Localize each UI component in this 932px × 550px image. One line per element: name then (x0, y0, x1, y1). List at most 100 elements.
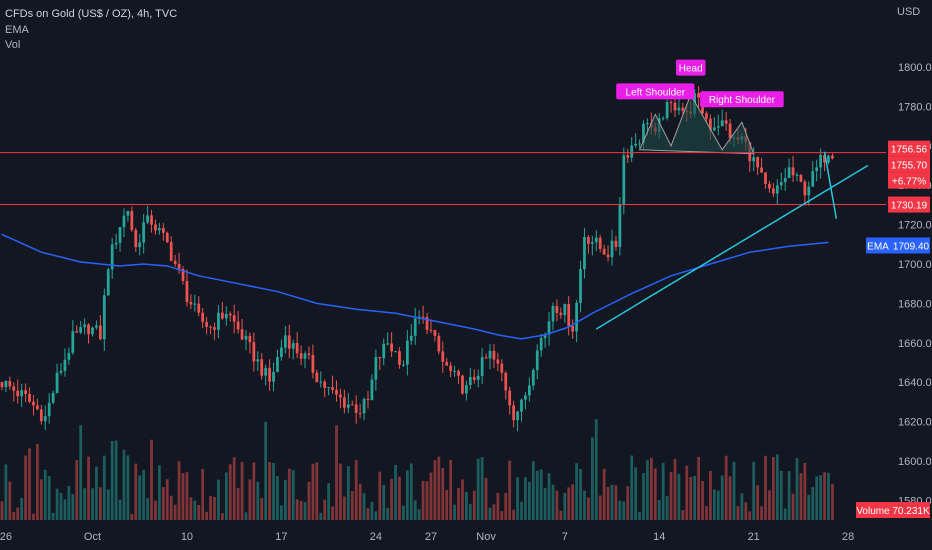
volume-bar (598, 495, 602, 520)
volume-bars (0, 419, 834, 520)
head-and-shoulders-pattern: Left Shoulder Head Right Shoulder (616, 59, 784, 155)
volume-bar (543, 488, 547, 520)
volume-bar (138, 475, 142, 520)
candle (248, 335, 252, 343)
volume-bar (535, 470, 539, 520)
volume-bar (299, 500, 303, 520)
volume-bar (815, 476, 819, 520)
volume-bar (386, 507, 390, 520)
candle (83, 324, 86, 328)
price-tick: 1780.00 (898, 101, 932, 113)
price-tick: 1700.00 (898, 259, 932, 271)
candle (449, 365, 453, 372)
volume-bar (638, 512, 641, 520)
candle (95, 325, 98, 328)
candle (527, 385, 531, 396)
candle (819, 155, 822, 168)
candle (563, 304, 567, 316)
candle (71, 331, 75, 353)
candle (59, 370, 63, 373)
volume-bar (102, 455, 106, 520)
candle (480, 357, 484, 376)
candle (205, 322, 209, 327)
volume-bar (232, 457, 236, 520)
volume-bar (32, 513, 35, 520)
volume-bar (673, 458, 677, 520)
candle (142, 222, 146, 243)
candle (590, 242, 594, 244)
candle (496, 359, 500, 364)
volume-bar (516, 477, 519, 520)
candle (291, 343, 295, 349)
candle (437, 335, 441, 352)
last-price-tag-box (888, 156, 930, 173)
trendline[interactable] (595, 164, 869, 330)
candle (618, 204, 622, 247)
volume-bar (583, 490, 586, 520)
candle (362, 398, 366, 414)
time-axis[interactable]: 26 Oct 10 17 24 27 Nov 7 14 21 28 (0, 531, 854, 543)
candle (331, 387, 334, 390)
candle (177, 264, 181, 269)
candle (433, 330, 437, 336)
candle (75, 331, 79, 333)
candle (669, 102, 673, 104)
volume-bar (480, 457, 484, 520)
volume-bar (677, 473, 681, 520)
candle (516, 411, 519, 421)
volume-indicator-label[interactable]: Vol (5, 39, 21, 51)
candle (594, 237, 598, 243)
volume-bar (712, 489, 716, 520)
volume-bar (122, 449, 126, 520)
volume-bar (224, 472, 228, 520)
candle (705, 113, 708, 119)
candle (150, 215, 153, 225)
volume-bar (539, 469, 543, 520)
candle (772, 188, 775, 194)
volume-bar (547, 473, 551, 520)
candle (138, 242, 142, 248)
candle (646, 123, 649, 125)
candle (36, 405, 39, 410)
candle (232, 315, 236, 322)
candle (425, 317, 429, 330)
candle (51, 392, 55, 403)
volume-bar (484, 478, 488, 520)
candle (815, 167, 819, 172)
candle (764, 172, 767, 184)
volume-bar (728, 476, 732, 520)
volume-bar (130, 513, 134, 520)
ema-indicator-label[interactable]: EMA (5, 24, 29, 36)
candle (386, 343, 390, 345)
volume-bar (716, 490, 720, 520)
candle (728, 123, 732, 139)
candle (0, 382, 4, 388)
candle (16, 390, 20, 397)
candle (67, 352, 71, 360)
candle (500, 363, 504, 373)
candle (287, 335, 291, 349)
volume-bar (752, 461, 756, 520)
volume-bar (390, 478, 393, 520)
price-tick: 1660.00 (898, 338, 932, 350)
volume-bar (71, 494, 75, 520)
candle (677, 107, 681, 111)
time-tick: 21 (748, 531, 760, 543)
candle (571, 325, 575, 332)
candle (283, 335, 287, 348)
volume-bar (142, 469, 146, 520)
time-tick: 27 (425, 531, 437, 543)
candle (98, 325, 102, 340)
high-price-tag-box (888, 140, 930, 157)
volume-bar (146, 498, 149, 520)
candle (303, 353, 307, 359)
price-tick: 1800.00 (898, 62, 932, 74)
candle (209, 326, 212, 328)
support-price-tag: 1730.19 (891, 201, 928, 212)
volume-bar (421, 480, 425, 520)
high-price-tag: 1756.56 (891, 145, 928, 156)
candle (220, 312, 224, 319)
volume-bar (492, 504, 496, 520)
volume-bar (720, 475, 724, 520)
